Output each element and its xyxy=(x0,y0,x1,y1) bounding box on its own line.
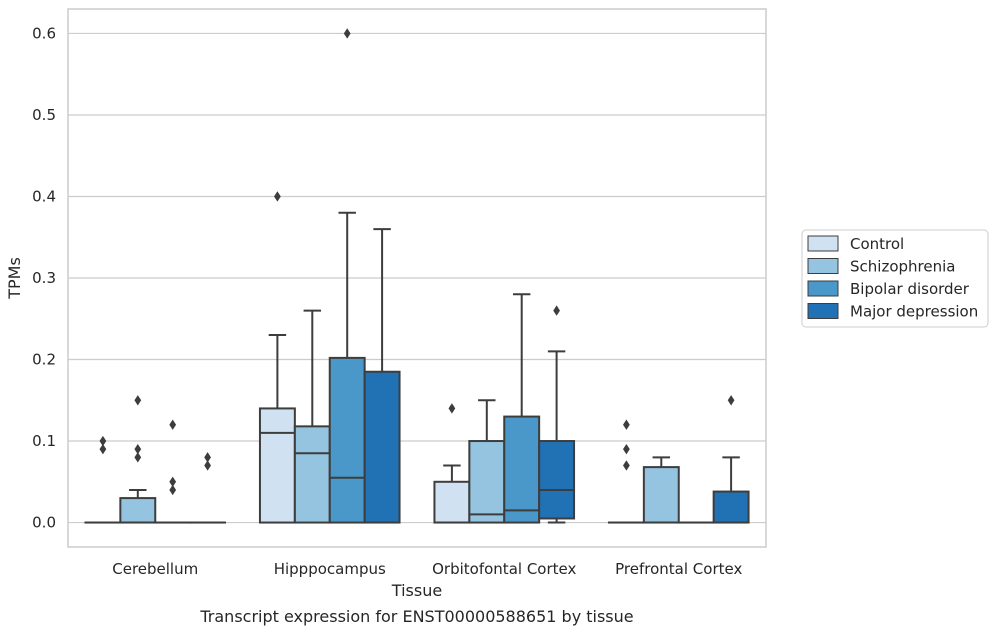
outlier-point xyxy=(169,419,177,430)
x-tick-labels: Cerebellum Hipppocampus Orbitofontal Corte… xyxy=(112,560,742,578)
box xyxy=(119,395,157,524)
legend-label: Major depression xyxy=(850,303,978,321)
outlier-point xyxy=(553,305,560,316)
box-body xyxy=(538,440,576,520)
y-tick-label: 0.3 xyxy=(32,269,56,287)
legend-item: Bipolar disorder xyxy=(807,280,970,298)
legend-swatch xyxy=(807,235,839,252)
outlier-point xyxy=(134,395,142,406)
outlier-point xyxy=(99,435,107,447)
series-bipolar-disorder xyxy=(154,28,715,524)
x-tick-label: Orbitofontal Cortex xyxy=(432,560,576,578)
outlier-point xyxy=(343,28,351,39)
plot-frame xyxy=(67,8,767,548)
outlier-point xyxy=(623,444,630,455)
y-axis-title: TPMs xyxy=(5,257,24,300)
y-tick-label: 0.6 xyxy=(32,24,56,42)
box-series xyxy=(84,28,750,524)
box xyxy=(84,435,122,524)
box xyxy=(607,419,645,524)
outlier-point xyxy=(169,484,177,496)
outlier-point xyxy=(99,444,107,455)
legend-swatch xyxy=(807,280,839,297)
legend-swatch xyxy=(807,258,839,274)
box-body xyxy=(363,370,401,524)
series-control xyxy=(84,191,645,524)
series-major-depression xyxy=(189,228,750,524)
box xyxy=(642,456,680,524)
legend-swatch xyxy=(807,303,839,319)
box-body xyxy=(328,356,366,524)
y-tick-label: 0.1 xyxy=(32,432,56,450)
box-body xyxy=(468,440,506,524)
box-body xyxy=(503,415,541,524)
y-tick-labels: 0.0 0.1 0.2 0.3 0.4 0.5 0.6 xyxy=(32,24,56,531)
series-schizophrenia xyxy=(119,309,680,524)
x-axis-title: Tissue xyxy=(391,581,442,600)
outlier-point xyxy=(204,460,211,471)
x-tick-label: Prefrontal Cortex xyxy=(615,560,742,578)
legend-label: Schizophrenia xyxy=(850,258,955,276)
box xyxy=(468,399,506,524)
y-tick-label: 0.5 xyxy=(32,106,56,124)
legend-frame xyxy=(801,229,989,328)
outlier-point xyxy=(623,419,630,430)
x-tick-label: Cerebellum xyxy=(112,560,198,578)
legend-item: Major depression xyxy=(807,303,978,321)
y-tick-label: 0.4 xyxy=(32,187,56,205)
x-tick-label: Hipppocampus xyxy=(274,560,386,578)
box-body xyxy=(642,466,680,524)
chart-caption: Transcript expression for ENST0000058865… xyxy=(199,607,633,626)
box-body xyxy=(433,480,471,524)
box xyxy=(538,305,576,524)
outlier-point xyxy=(169,476,177,487)
outlier-point xyxy=(727,395,735,406)
outlier-point xyxy=(448,403,456,414)
box xyxy=(712,395,750,524)
outlier-point xyxy=(623,460,630,471)
box-body xyxy=(119,497,157,524)
box xyxy=(154,419,192,524)
box xyxy=(189,452,227,524)
box xyxy=(363,228,401,524)
box xyxy=(293,309,331,524)
box xyxy=(503,293,541,524)
box-body xyxy=(258,407,296,524)
box xyxy=(258,191,296,524)
outlier-point xyxy=(134,444,142,455)
legend: Control Schizophrenia Bipolar disorder Majo… xyxy=(801,229,989,328)
box xyxy=(328,28,366,524)
y-tick-label: 0.2 xyxy=(32,351,56,369)
legend-item: Control xyxy=(807,235,904,253)
outlier-point xyxy=(204,452,211,463)
box xyxy=(433,403,471,524)
y-tick-label: 0.0 xyxy=(32,514,56,532)
legend-label: Bipolar disorder xyxy=(850,280,970,298)
box-body xyxy=(293,425,331,524)
legend-item: Schizophrenia xyxy=(807,258,955,276)
grid-lines xyxy=(68,32,766,524)
outlier-point xyxy=(274,191,281,202)
legend-label: Control xyxy=(850,235,904,253)
outlier-point xyxy=(134,452,142,463)
box-body xyxy=(712,490,750,524)
